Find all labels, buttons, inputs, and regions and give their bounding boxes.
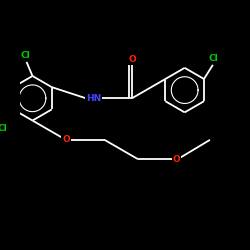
Text: HN: HN <box>86 94 101 103</box>
Text: Cl: Cl <box>0 124 7 133</box>
Text: Cl: Cl <box>20 51 30 60</box>
Text: Cl: Cl <box>209 54 218 63</box>
Text: O: O <box>128 55 136 64</box>
Text: O: O <box>62 135 70 144</box>
Text: O: O <box>173 155 180 164</box>
